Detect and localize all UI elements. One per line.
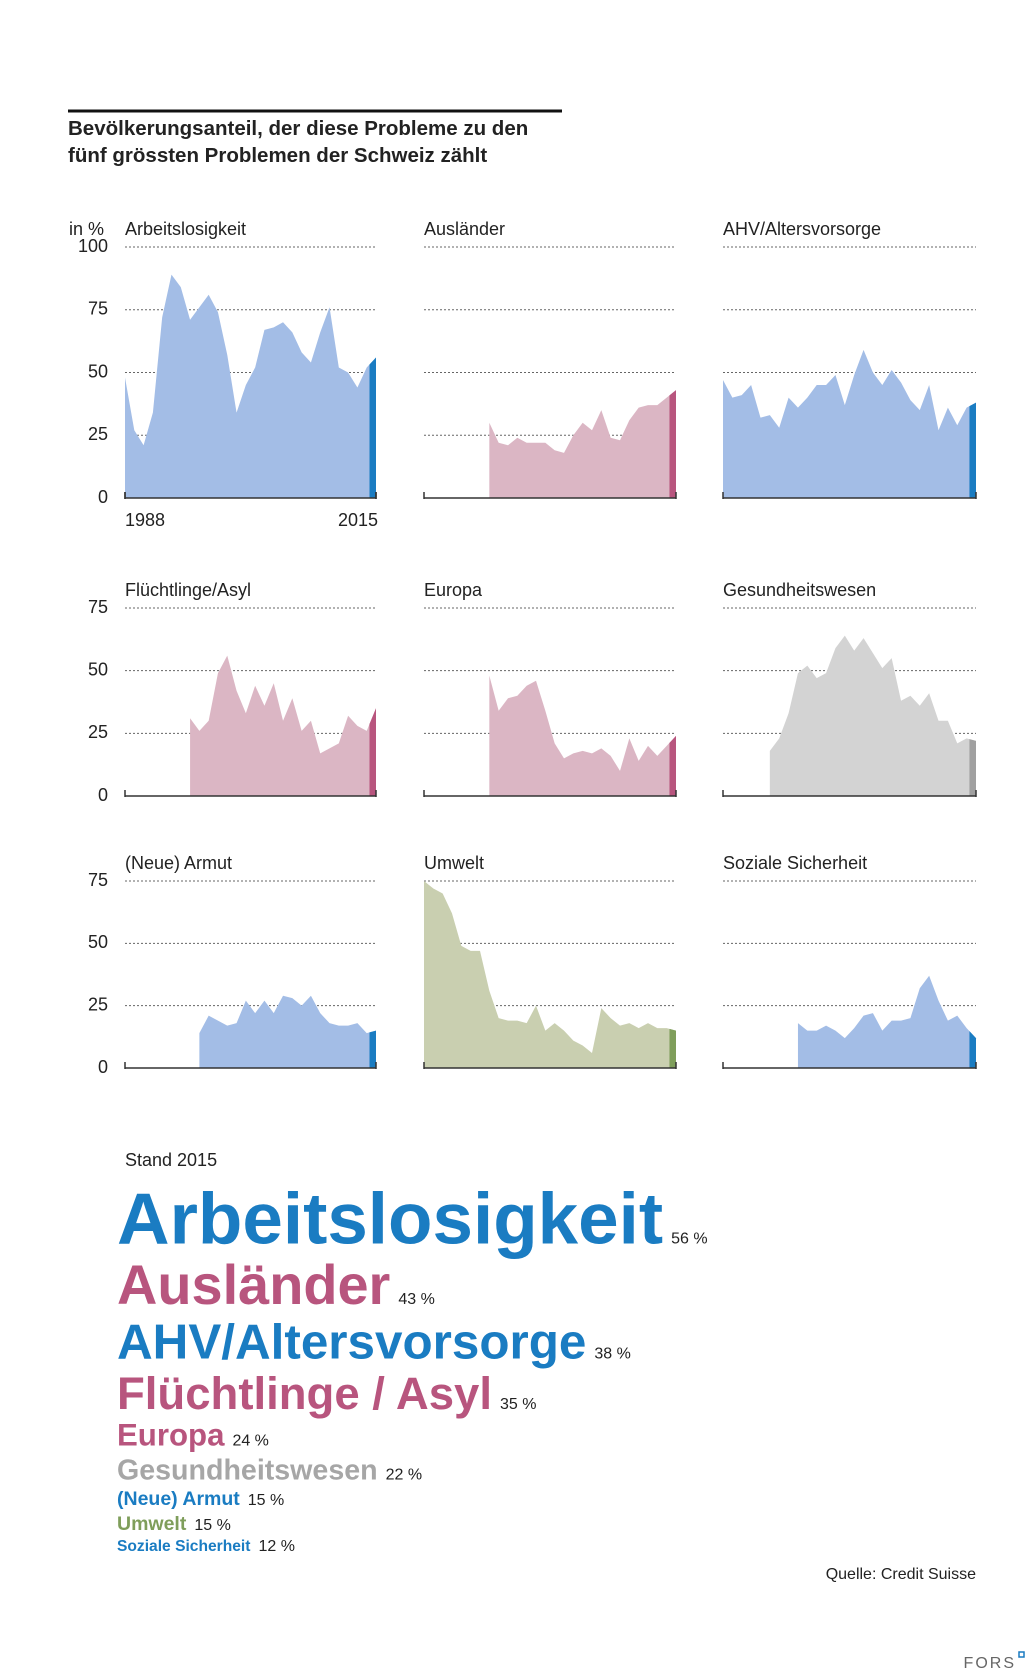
panel-title: AHV/Altersvorsorge <box>723 219 881 239</box>
y-tick-label: 75 <box>88 597 108 617</box>
panel-title: Soziale Sicherheit <box>723 853 867 873</box>
highlight-area <box>369 708 376 796</box>
x-tick-label: 1988 <box>125 510 165 530</box>
area <box>797 975 976 1068</box>
ranking-value: 38 % <box>594 1346 630 1363</box>
area <box>723 349 976 498</box>
y-tick-label: 50 <box>88 361 108 381</box>
highlight-area <box>369 357 376 498</box>
y-tick-label: 25 <box>88 994 108 1014</box>
ranking-value: 12 % <box>258 1538 294 1555</box>
panel-title: Flüchtlinge/Asyl <box>125 580 251 600</box>
panel-title: Ausländer <box>424 219 505 239</box>
highlight-area <box>969 402 976 498</box>
y-unit: in % <box>69 219 104 239</box>
ranking-value: 43 % <box>398 1291 434 1308</box>
area <box>489 675 676 796</box>
y-tick-label: 75 <box>88 299 108 319</box>
ranking-name: Arbeitslosigkeit <box>117 1178 663 1259</box>
ranking-value: 35 % <box>500 1396 536 1413</box>
y-tick-label: 0 <box>98 1057 108 1077</box>
y-tick-label: 0 <box>98 785 108 805</box>
y-tick-label: 75 <box>88 870 108 890</box>
ranking-name: Flüchtlinge / Asyl <box>117 1368 492 1419</box>
panel-title: Gesundheitswesen <box>723 580 876 600</box>
ranking-name: AHV/Altersvorsorge <box>117 1315 586 1370</box>
highlight-area <box>669 735 676 796</box>
highlight-area <box>369 1030 376 1068</box>
area <box>190 655 376 796</box>
area <box>199 995 376 1068</box>
ranking-name: Europa <box>117 1418 225 1453</box>
ranking-name: Soziale Sicherheit <box>117 1538 250 1555</box>
y-tick-label: 100 <box>78 236 108 256</box>
ranking-value: 15 % <box>194 1517 230 1534</box>
panel-title: (Neue) Armut <box>125 853 232 873</box>
x-tick-label: 2015 <box>338 510 378 530</box>
ranking-value: 15 % <box>248 1492 284 1509</box>
highlight-area <box>669 1028 676 1068</box>
logo-mark <box>1018 1651 1025 1658</box>
ranking-name: Ausländer <box>117 1253 390 1316</box>
ranking-value: 24 % <box>232 1433 268 1450</box>
area <box>424 881 676 1068</box>
area <box>489 390 676 498</box>
area <box>769 635 976 796</box>
y-tick-label: 25 <box>88 722 108 742</box>
y-tick-label: 50 <box>88 659 108 679</box>
panel-title: Arbeitslosigkeit <box>125 219 246 239</box>
ranking-name: Umwelt <box>117 1513 187 1535</box>
ranking-name: (Neue) Armut <box>117 1488 240 1510</box>
y-tick-label: 25 <box>88 424 108 444</box>
y-tick-label: 0 <box>98 487 108 507</box>
highlight-area <box>969 739 976 796</box>
highlight-area <box>669 390 676 498</box>
ranking-value: 22 % <box>386 1467 422 1484</box>
highlight-area <box>969 1031 976 1068</box>
ranking-name: Gesundheitswesen <box>117 1455 378 1487</box>
source: Quelle: Credit Suisse <box>826 1566 976 1583</box>
panel-title: Umwelt <box>424 853 484 873</box>
panel-title: Europa <box>424 580 483 600</box>
area <box>125 274 376 498</box>
logo: FORS <box>964 1655 1016 1672</box>
y-tick-label: 50 <box>88 932 108 952</box>
ranking-value: 56 % <box>671 1230 707 1247</box>
title-line: Bevölkerungsanteil, der diese Probleme z… <box>68 117 528 140</box>
ranking-title: Stand 2015 <box>125 1150 217 1170</box>
title-line: fünf grössten Problemen der Schweiz zähl… <box>68 144 487 167</box>
